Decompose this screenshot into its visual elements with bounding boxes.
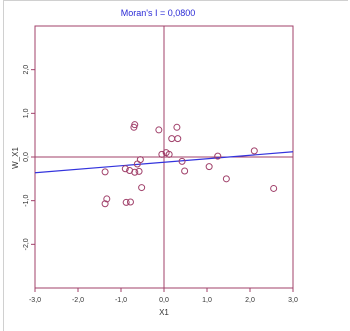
x-tick-label: -1,0	[115, 297, 127, 304]
scatter-point	[131, 168, 139, 176]
y-tick-label: -1,0	[23, 195, 30, 207]
scatter-point	[222, 175, 230, 183]
scatter-point	[136, 156, 144, 164]
y-axis-label: W_X1	[11, 147, 20, 169]
scatter-points	[101, 121, 278, 208]
scatter-point	[101, 168, 109, 176]
scatter-point	[165, 150, 173, 158]
y-tick-label: 2,0	[23, 65, 30, 75]
y-axis-ticks: -2,0 -1,0 0,0 1,0 2,0	[23, 65, 35, 250]
chart-title: Moran's I = 0,0800	[121, 8, 196, 18]
x-tick-label: 2,0	[245, 297, 255, 304]
scatter-point	[135, 167, 143, 175]
x-axis-label: X1	[159, 308, 169, 317]
x-tick-label: 1,0	[202, 297, 212, 304]
scatter-point	[270, 184, 278, 192]
scatter-point	[168, 135, 176, 143]
scatter-point	[173, 123, 181, 131]
scatter-point	[174, 135, 182, 143]
scatter-point	[103, 195, 111, 203]
scatter-point	[178, 157, 186, 165]
scatter-point	[155, 126, 163, 134]
x-tick-label: -3,0	[29, 297, 41, 304]
scatter-point	[214, 152, 222, 160]
scatter-point	[138, 184, 146, 192]
y-tick-label: -2,0	[23, 238, 30, 250]
y-tick-label: 1,0	[23, 108, 30, 118]
scatter-point	[250, 147, 258, 155]
outer-border	[3, 0, 348, 331]
scatter-point	[122, 198, 130, 206]
scatter-point	[158, 150, 166, 158]
x-tick-label: 3,0	[288, 297, 298, 304]
x-axis-ticks: -3,0 -2,0 -1,0 0,0 1,0 2,0 3,0	[29, 288, 298, 304]
scatter-point	[181, 167, 189, 175]
regression-line	[34, 151, 294, 174]
scatter-point	[126, 198, 134, 206]
scatter-point	[131, 121, 139, 129]
y-tick-label: 0,0	[23, 152, 30, 162]
scatter-point	[121, 165, 129, 173]
x-tick-label: 0,0	[159, 297, 169, 304]
x-tick-label: -2,0	[72, 297, 84, 304]
regression-line-group	[34, 151, 294, 174]
scatter-point	[101, 200, 109, 208]
scatter-point	[205, 163, 213, 171]
